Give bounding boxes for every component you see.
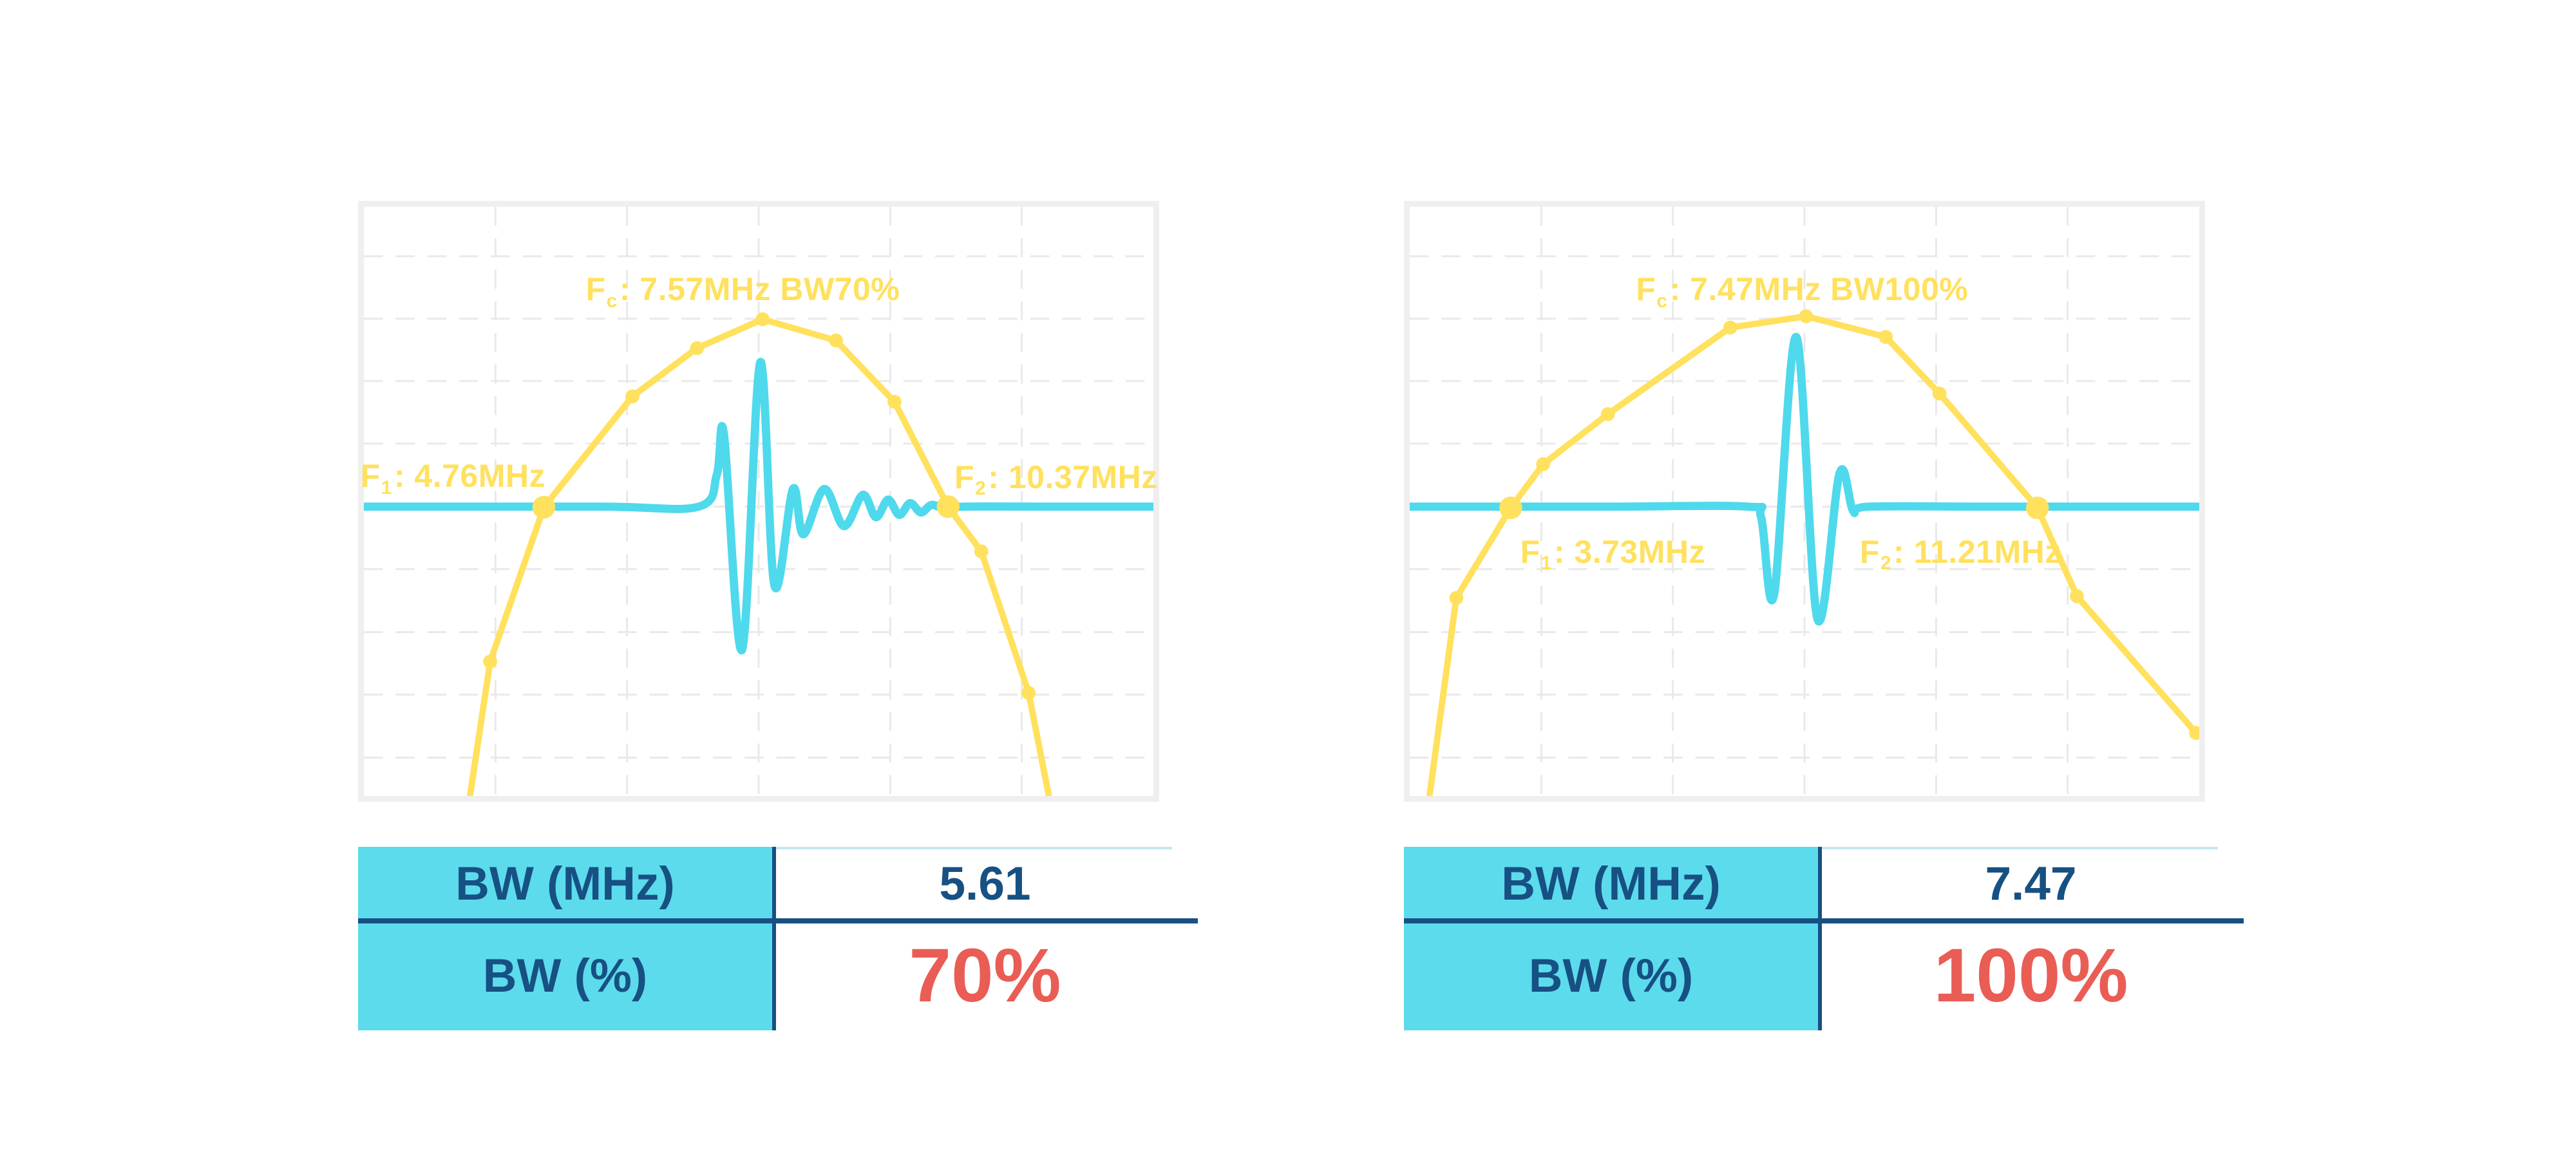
- spectrum-point-marker: [690, 341, 705, 355]
- f1-value: : 4.76MHz: [393, 458, 545, 495]
- fc-subscript: c: [1656, 290, 1668, 312]
- spectrum-point-marker: [755, 312, 770, 326]
- spectrum-point-marker: [1449, 591, 1464, 605]
- bw-pct-value-cell: 70%: [772, 921, 1198, 1030]
- table-top-rule: [1822, 847, 2218, 849]
- f2-subscript: 2: [1880, 552, 1892, 574]
- chart-canvas: [364, 207, 1153, 796]
- pulse-waveform-line: [1410, 332, 2199, 626]
- table-row: BW (%) 70%: [358, 921, 1198, 1030]
- spectrum-point-marker: [1536, 457, 1550, 471]
- table-column-divider: [772, 847, 776, 1030]
- bandwidth-table: BW (MHz) 5.61 BW (%) 70%: [358, 847, 1198, 1030]
- spectrum-point-marker: [1723, 320, 1738, 335]
- spectrum-point-marker: [829, 333, 843, 348]
- fc-value: : 7.57MHz BW70%: [619, 271, 900, 308]
- f1-symbol: F: [360, 458, 381, 495]
- pulse-spectrum-chart: Fc: 7.47MHz BW100% F1: 3.73MHz F2: 11.21…: [1404, 201, 2205, 802]
- spectrum-point-marker: [2189, 726, 2199, 740]
- table-column-divider: [1818, 847, 1822, 1030]
- f2-subscript: 2: [975, 478, 987, 500]
- spectrum-point-marker: [887, 395, 902, 409]
- figure-panel-narrowband: Fc: 7.57MHz BW70% F1: 4.76MHz F2: 10.37M…: [358, 201, 1198, 1030]
- table-row: BW (MHz) 7.47: [1404, 847, 2244, 921]
- table-top-rule: [776, 847, 1172, 849]
- fc-value: : 7.47MHz BW100%: [1669, 271, 1969, 308]
- center-frequency-label: Fc: 7.57MHz BW70%: [585, 271, 900, 310]
- spectrum-point-marker: [1799, 309, 1814, 323]
- spectrum-point-marker: [1021, 686, 1036, 700]
- bw-mhz-label: BW (MHz): [455, 858, 675, 910]
- bandwidth-edge-marker: [1499, 496, 1522, 520]
- spectrum-point-marker: [974, 544, 989, 559]
- bw-mhz-value-cell: 7.47: [1818, 847, 2244, 921]
- fc-subscript: c: [606, 290, 618, 312]
- f2-frequency-label: F2: 11.21MHz: [1859, 533, 2061, 573]
- bw-pct-value: 70%: [909, 933, 1061, 1018]
- spectrum-point-marker: [483, 654, 497, 669]
- bandwidth-edge-marker: [532, 495, 556, 519]
- table-row: BW (%) 100%: [1404, 921, 2244, 1030]
- fc-symbol: F: [585, 271, 606, 308]
- bw-pct-label-cell: BW (%): [358, 921, 772, 1030]
- bw-mhz-value-cell: 5.61: [772, 847, 1198, 921]
- bandwidth-edge-marker: [2025, 496, 2049, 520]
- f1-value: : 3.73MHz: [1553, 533, 1705, 570]
- f2-value: : 10.37MHz: [988, 459, 1158, 496]
- f2-symbol: F: [1859, 533, 1880, 570]
- pulse-spectrum-chart: Fc: 7.57MHz BW70% F1: 4.76MHz F2: 10.37M…: [358, 201, 1159, 802]
- pulse-waveform-line: [364, 358, 1153, 654]
- bw-pct-value: 100%: [1933, 933, 2128, 1018]
- bw-pct-label: BW (%): [1528, 949, 1694, 1002]
- fc-symbol: F: [1636, 271, 1656, 308]
- bw-pct-label: BW (%): [482, 949, 648, 1002]
- table-row: BW (MHz) 5.61: [358, 847, 1198, 921]
- spectrum-point-marker: [1879, 330, 1893, 345]
- bw-mhz-label-cell: BW (MHz): [1404, 847, 1818, 921]
- f2-value: : 11.21MHz: [1893, 533, 2061, 570]
- bw-mhz-value: 7.47: [1985, 858, 2077, 910]
- table-row-divider: [1404, 918, 2244, 923]
- spectrum-point-marker: [625, 389, 639, 404]
- f1-subscript: 1: [381, 477, 392, 498]
- spectrum-curve-line: [1426, 313, 2199, 796]
- spectrum-point-marker: [2070, 589, 2084, 603]
- bw-mhz-label: BW (MHz): [1501, 858, 1721, 910]
- f1-symbol: F: [1520, 533, 1540, 570]
- f1-frequency-label: F1: 4.76MHz: [360, 458, 545, 497]
- spectrum-point-marker: [1600, 407, 1615, 421]
- table-row-divider: [358, 918, 1198, 923]
- bw-pct-label-cell: BW (%): [1404, 921, 1818, 1030]
- figure-panel-broadband: Fc: 7.47MHz BW100% F1: 3.73MHz F2: 11.21…: [1404, 201, 2244, 1030]
- f2-symbol: F: [954, 459, 975, 496]
- bw-mhz-value: 5.61: [939, 858, 1031, 910]
- f1-subscript: 1: [1540, 552, 1552, 574]
- spectrum-curve-line: [466, 316, 1052, 796]
- center-frequency-label: Fc: 7.47MHz BW100%: [1636, 271, 1969, 310]
- f2-frequency-label: F2: 10.37MHz: [954, 459, 1158, 498]
- bandwidth-edge-marker: [936, 495, 960, 518]
- f1-frequency-label: F1: 3.73MHz: [1520, 533, 1705, 573]
- bw-mhz-label-cell: BW (MHz): [358, 847, 772, 921]
- spectrum-point-marker: [1932, 386, 1947, 401]
- chart-canvas: [1410, 207, 2199, 796]
- bandwidth-table: BW (MHz) 7.47 BW (%) 100%: [1404, 847, 2244, 1030]
- bw-pct-value-cell: 100%: [1818, 921, 2244, 1030]
